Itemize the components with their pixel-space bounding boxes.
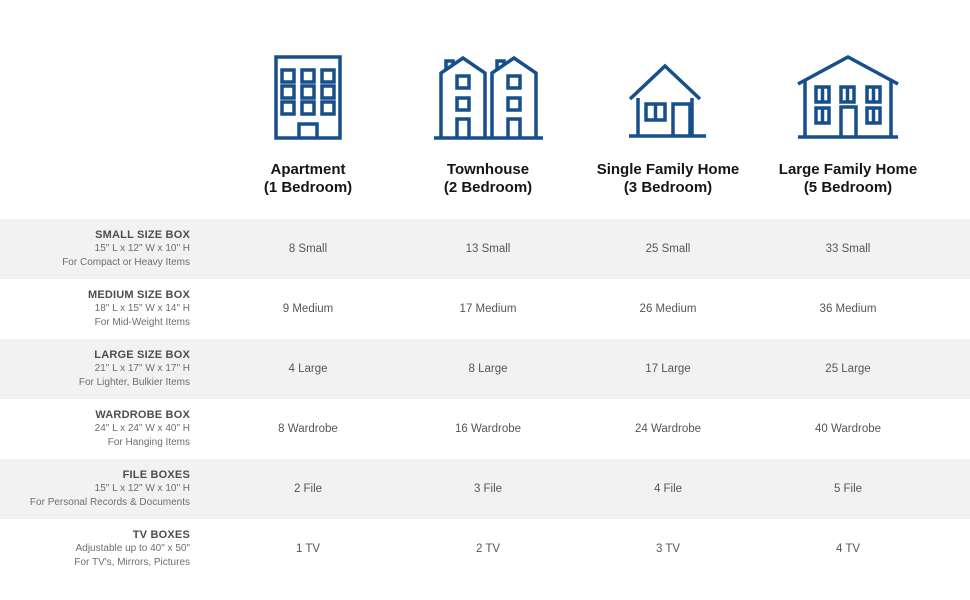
row-tv-boxes: TV BOXES Adjustable up to 40" x 50" For … (0, 519, 970, 579)
column-title: Townhouse (2 Bedroom) (443, 161, 533, 196)
large-family-home-icon (797, 54, 899, 140)
townhouse-icon (433, 55, 544, 140)
column-title: Apartment (1 Bedroom) (263, 161, 353, 196)
cell-value: 8 Wardrobe (278, 423, 338, 435)
column-header-townhouse: Townhouse (2 Bedroom) (398, 0, 578, 219)
row-dimensions: 15" L x 12" W x 10" H (94, 243, 190, 254)
row-title: WARDROBE BOX (95, 409, 190, 421)
cell-value: 3 File (473, 483, 503, 495)
cell-value: 4 Large (288, 363, 328, 375)
row-label: WARDROBE BOX 24" L x 24" W x 40" H For H… (0, 408, 218, 450)
cell-value: 4 TV (835, 543, 861, 555)
cell-value: 1 TV (295, 543, 321, 555)
column-header-large-family: Large Family Home (5 Bedroom) (758, 0, 938, 219)
single-family-home-icon (628, 62, 708, 140)
row-description: For Mid-Weight Items (94, 317, 190, 328)
row-description: For Hanging Items (107, 437, 190, 448)
cell-value: 4 File (653, 483, 683, 495)
cell-value: 3 TV (655, 543, 681, 555)
cell-value: 26 Medium (639, 303, 697, 315)
row-description: For Personal Records & Documents (29, 497, 190, 508)
row-label: MEDIUM SIZE BOX 18" L x 15" W x 14" H Fo… (0, 288, 218, 330)
cell-value: 25 Large (825, 363, 871, 375)
cell-value: 40 Wardrobe (814, 423, 882, 435)
cell-value: 2 File (293, 483, 323, 495)
row-small-size-box: SMALL SIZE BOX 15" L x 12" W x 10" H For… (0, 219, 970, 279)
cell-value: 33 Small (825, 243, 871, 255)
cell-value: 13 Small (465, 243, 511, 255)
row-large-size-box: LARGE SIZE BOX 21" L x 17" W x 17" H For… (0, 339, 970, 399)
header-spacer (0, 0, 218, 219)
apartment-icon (274, 55, 342, 140)
row-description: For Compact or Heavy Items (62, 257, 190, 268)
row-title: FILE BOXES (122, 469, 190, 481)
row-dimensions: 21" L x 17" W x 17" H (94, 363, 190, 374)
row-label: LARGE SIZE BOX 21" L x 17" W x 17" H For… (0, 348, 218, 390)
row-description: For Lighter, Bulkier Items (78, 377, 190, 388)
row-wardrobe-box: WARDROBE BOX 24" L x 24" W x 40" H For H… (0, 399, 970, 459)
cell-value: 2 TV (475, 543, 501, 555)
row-dimensions: 18" L x 15" W x 14" H (94, 303, 190, 314)
row-label: SMALL SIZE BOX 15" L x 12" W x 10" H For… (0, 228, 218, 270)
cell-value: 9 Medium (282, 303, 334, 315)
cell-value: 25 Small (645, 243, 691, 255)
row-dimensions: 24" L x 24" W x 40" H (94, 423, 190, 434)
row-title: TV BOXES (132, 529, 190, 541)
cell-value: 17 Medium (459, 303, 517, 315)
cell-value: 36 Medium (819, 303, 877, 315)
cell-value: 16 Wardrobe (454, 423, 522, 435)
row-label: FILE BOXES 15" L x 12" W x 10" H For Per… (0, 468, 218, 510)
column-header-single-family: Single Family Home (3 Bedroom) (578, 0, 758, 219)
cell-value: 17 Large (645, 363, 691, 375)
row-description: For TV's, Mirrors, Pictures (74, 557, 190, 568)
row-dimensions: Adjustable up to 40" x 50" (75, 543, 190, 554)
column-title: Single Family Home (3 Bedroom) (596, 161, 740, 196)
row-title: LARGE SIZE BOX (94, 349, 190, 361)
column-header-apartment: Apartment (1 Bedroom) (218, 0, 398, 219)
row-medium-size-box: MEDIUM SIZE BOX 18" L x 15" W x 14" H Fo… (0, 279, 970, 339)
cell-value: 8 Small (288, 243, 328, 255)
cell-value: 8 Large (468, 363, 508, 375)
row-title: SMALL SIZE BOX (95, 229, 190, 241)
row-file-boxes: FILE BOXES 15" L x 12" W x 10" H For Per… (0, 459, 970, 519)
row-label: TV BOXES Adjustable up to 40" x 50" For … (0, 528, 218, 570)
cell-value: 24 Wardrobe (634, 423, 702, 435)
column-title: Large Family Home (5 Bedroom) (778, 161, 918, 196)
cell-value: 5 File (833, 483, 863, 495)
header-row: Apartment (1 Bedroom) (0, 0, 970, 219)
row-title: MEDIUM SIZE BOX (87, 289, 190, 301)
row-dimensions: 15" L x 12" W x 10" H (94, 483, 190, 494)
